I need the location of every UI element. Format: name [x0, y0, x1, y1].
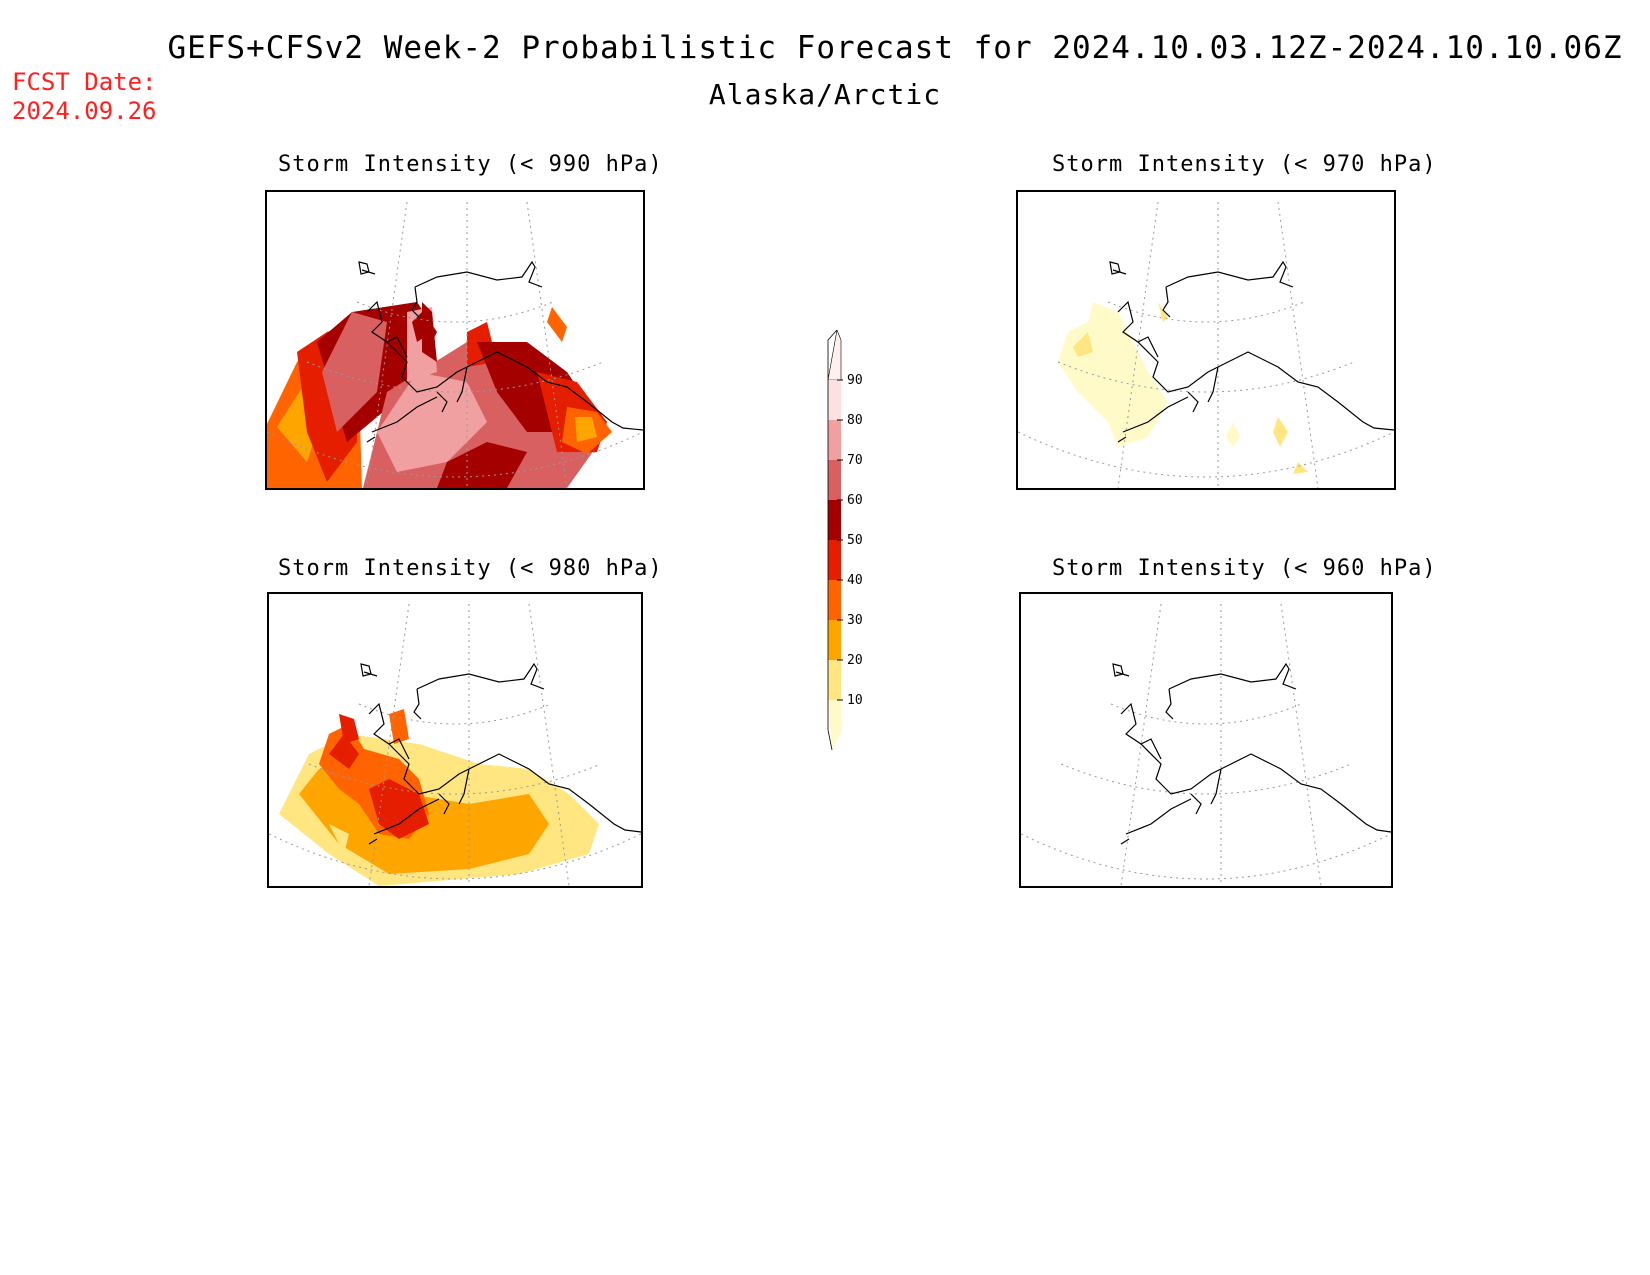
map-panel-970: [1016, 190, 1396, 490]
colorbar-tick-label: 60: [847, 493, 863, 508]
graticule-980: [269, 603, 641, 886]
colorbar-segment: [828, 540, 841, 580]
graticule-960: [1021, 603, 1391, 886]
probability-fill-970: [1058, 302, 1308, 474]
map-panel-960: [1019, 592, 1393, 888]
colorbar-tick-label: 70: [847, 453, 863, 468]
region-subtitle: Alaska/Arctic: [708, 78, 942, 111]
probability-colorbar: 10 20 30 40 50 60 70 80 90: [827, 330, 863, 750]
colorbar-tick-label: 20: [847, 653, 863, 668]
panel-970-title: Storm Intensity (< 970 hPa): [1052, 152, 1437, 177]
colorbar-tick-label: 90: [847, 373, 863, 388]
alaska-coastline-970: [1109, 260, 1394, 443]
panel-960-title: Storm Intensity (< 960 hPa): [1052, 556, 1437, 581]
alaska-coastline-980: [360, 662, 641, 845]
colorbar-tick-label: 50: [847, 533, 863, 548]
colorbar-segment: [828, 460, 841, 500]
map-panel-980: [267, 592, 643, 888]
probability-fill-980: [279, 709, 599, 886]
colorbar-segment: [828, 420, 841, 460]
colorbar-segment: [828, 620, 841, 660]
chart-title: GEFS+CFSv2 Week-2 Probabilistic Forecast…: [167, 30, 1623, 66]
graticule-970: [1018, 201, 1394, 488]
graticule-990: [267, 201, 643, 488]
map-panel-990: [265, 190, 645, 490]
panel-980-title: Storm Intensity (< 980 hPa): [278, 556, 663, 581]
colorbar-tick-label: 40: [847, 573, 863, 588]
probability-fill-990: [267, 302, 612, 488]
colorbar-tick-label: 30: [847, 613, 863, 628]
alaska-coastline-960: [1112, 662, 1391, 845]
colorbar-bottom-cap: [828, 700, 841, 750]
colorbar-segment: [828, 380, 841, 420]
colorbar-tick-label: 10: [847, 693, 863, 708]
colorbar-segment: [828, 660, 841, 700]
forecast-date-value: 2024.09.26: [12, 97, 157, 125]
colorbar-outline: [827, 330, 838, 750]
forecast-date-label: FCST Date:: [12, 68, 157, 96]
colorbar-segment: [828, 580, 841, 620]
alaska-coastline-990: [358, 260, 643, 443]
colorbar-segment: [828, 500, 841, 540]
colorbar-tick-label: 80: [847, 413, 863, 428]
panel-990-title: Storm Intensity (< 990 hPa): [278, 152, 663, 177]
